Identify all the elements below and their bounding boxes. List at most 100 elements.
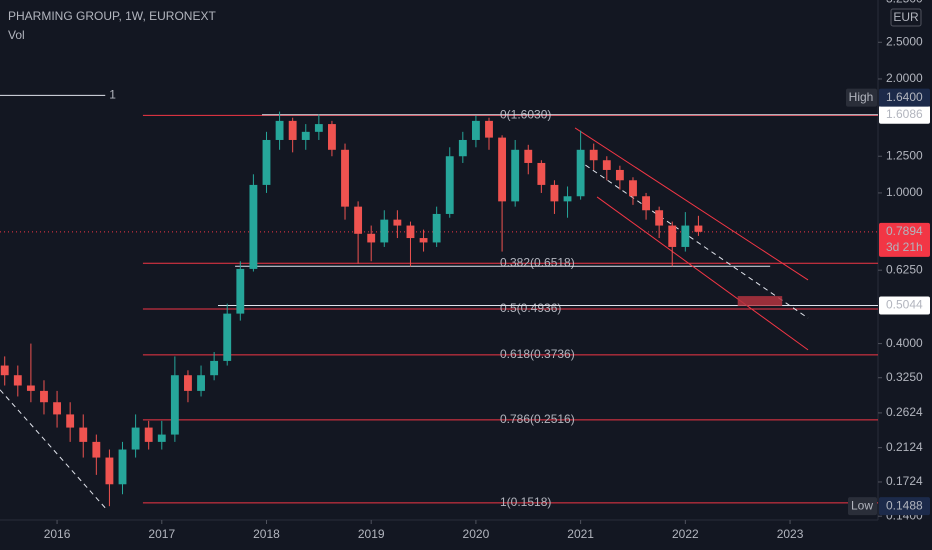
candle-body: [498, 137, 507, 202]
trendline: [577, 159, 809, 319]
fib-label: 0.618(0.3736): [500, 347, 575, 361]
candle-body: [275, 120, 284, 140]
line-label: 1: [109, 88, 116, 102]
fib-label: 0.786(0.2516): [500, 412, 575, 426]
candle-body: [13, 375, 22, 386]
candle-body: [288, 120, 297, 140]
line-price-label: 1.6086: [886, 107, 923, 121]
candle-body: [184, 375, 192, 391]
chart-title: PHARMING GROUP, 1W, EURONEXT: [8, 9, 216, 23]
candle-body: [550, 184, 559, 202]
candle-body: [589, 149, 598, 161]
candle-body: [301, 131, 310, 140]
y-tick-label: 0.2624: [886, 405, 923, 419]
candle-body: [694, 225, 703, 232]
candle-body: [576, 149, 585, 197]
candle-body: [681, 225, 690, 247]
candle-body: [105, 457, 114, 485]
candle-body: [170, 375, 179, 435]
line-price-label-box: [879, 296, 930, 315]
candle-body: [524, 149, 533, 163]
x-tick-label: 2016: [44, 527, 71, 541]
candle-body: [380, 219, 389, 243]
candle-body: [406, 225, 415, 239]
candle-body: [485, 120, 493, 138]
trendline: [574, 127, 809, 281]
candle-body: [66, 414, 75, 428]
candle-body: [157, 434, 166, 442]
x-tick-label: 2017: [148, 527, 175, 541]
high-name-box: [846, 88, 877, 107]
y-tick-label: 1.0000: [886, 185, 923, 199]
candle-body: [79, 427, 88, 442]
currency: EUR: [893, 10, 919, 24]
line-price-label-box: [879, 105, 930, 124]
last-price: 0.7894: [886, 224, 923, 238]
fib-label: 0.382(0.6518): [500, 255, 575, 269]
low-price-label: 0.1488: [886, 498, 923, 512]
candle-body: [26, 385, 35, 391]
candle-body: [629, 180, 637, 197]
y-tick-label: 2.0000: [886, 71, 923, 85]
candle-body: [367, 233, 376, 243]
y-tick-label: 0.2124: [886, 440, 923, 454]
candle-body: [615, 169, 624, 181]
y-tick-label: 1.2500: [886, 148, 923, 162]
x-tick-label: 2022: [672, 527, 699, 541]
candle-body: [445, 156, 454, 214]
last-price-box: [879, 222, 930, 257]
x-tick-label: 2021: [567, 527, 594, 541]
candle-body: [0, 365, 9, 376]
candle-body: [118, 449, 127, 485]
candle-body: [223, 313, 232, 361]
candle-body: [471, 120, 480, 140]
y-tick-label: 0.3250: [886, 370, 923, 384]
candle-body: [53, 402, 61, 415]
y-tick-label: 2.5000: [886, 34, 923, 48]
candle-body: [511, 149, 520, 202]
candle-body: [642, 196, 650, 211]
chart-subtitle: Vol: [8, 28, 25, 42]
candle-body: [92, 441, 101, 458]
y-tick-label: 0.6250: [886, 262, 923, 276]
low-price-label-box: [879, 497, 930, 516]
high-price-label: 1.6400: [886, 90, 923, 104]
candle-body: [131, 427, 140, 450]
trendline: [596, 196, 809, 351]
y-tick-label: 3.2500: [886, 0, 923, 5]
candle-body: [197, 375, 205, 391]
countdown: 3d 21h: [886, 240, 923, 254]
candle-body: [537, 162, 546, 185]
high-price-label-box: [879, 88, 930, 107]
candle-body: [432, 213, 441, 243]
candle-body: [210, 360, 219, 376]
candle-body: [144, 427, 153, 442]
candle-body: [393, 219, 402, 226]
fib-label: 1(0.1518): [500, 495, 551, 509]
candle-body: [602, 160, 611, 170]
candle-body: [314, 124, 323, 132]
x-tick-label: 2018: [253, 527, 280, 541]
low-name: Low: [851, 498, 873, 512]
high-name: High: [849, 90, 874, 104]
candle-body: [262, 139, 271, 185]
x-tick-label: 2020: [463, 527, 490, 541]
currency-box: [890, 8, 922, 27]
line-price-label: 0.5044: [886, 298, 923, 312]
candle-body: [563, 196, 572, 202]
candle-body: [236, 268, 245, 314]
candle-body: [40, 390, 48, 403]
candle-body: [341, 149, 349, 207]
x-tick-label: 2023: [777, 527, 804, 541]
candle-body: [354, 206, 363, 234]
target-box: [737, 296, 783, 306]
candle-body: [419, 238, 428, 243]
y-tick-label: 0.1724: [886, 474, 923, 488]
candle-body: [668, 225, 677, 247]
candle-body: [328, 124, 336, 150]
x-tick-label: 2019: [358, 527, 385, 541]
candle-body: [655, 210, 664, 226]
y-tick-label: 0.4000: [886, 336, 923, 350]
